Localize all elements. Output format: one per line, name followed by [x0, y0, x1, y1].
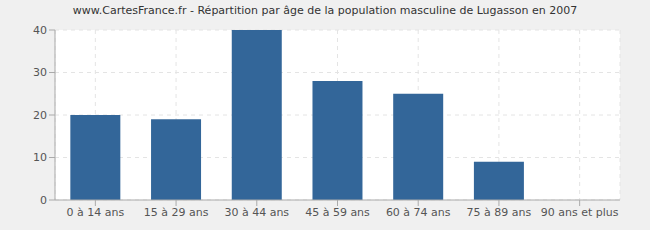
svg-text:20: 20: [33, 109, 47, 122]
svg-text:30: 30: [33, 66, 47, 79]
svg-text:75 à 89 ans: 75 à 89 ans: [467, 206, 532, 219]
svg-text:40: 40: [33, 24, 47, 37]
svg-text:30 à 44 ans: 30 à 44 ans: [224, 206, 289, 219]
svg-text:60 à 74 ans: 60 à 74 ans: [386, 206, 451, 219]
svg-text:90 ans et plus: 90 ans et plus: [541, 206, 619, 219]
svg-text:10: 10: [33, 151, 47, 164]
svg-text:45 à 59 ans: 45 à 59 ans: [305, 206, 370, 219]
svg-text:0: 0: [40, 194, 47, 207]
html-text:www.CartesFrance.fr - Répartit: www.CartesFrance.fr - Répartition par âg…: [72, 4, 578, 17]
svg-text:15 à 29 ans: 15 à 29 ans: [144, 206, 209, 219]
svg-text:0 à 14 ans: 0 à 14 ans: [67, 206, 125, 219]
